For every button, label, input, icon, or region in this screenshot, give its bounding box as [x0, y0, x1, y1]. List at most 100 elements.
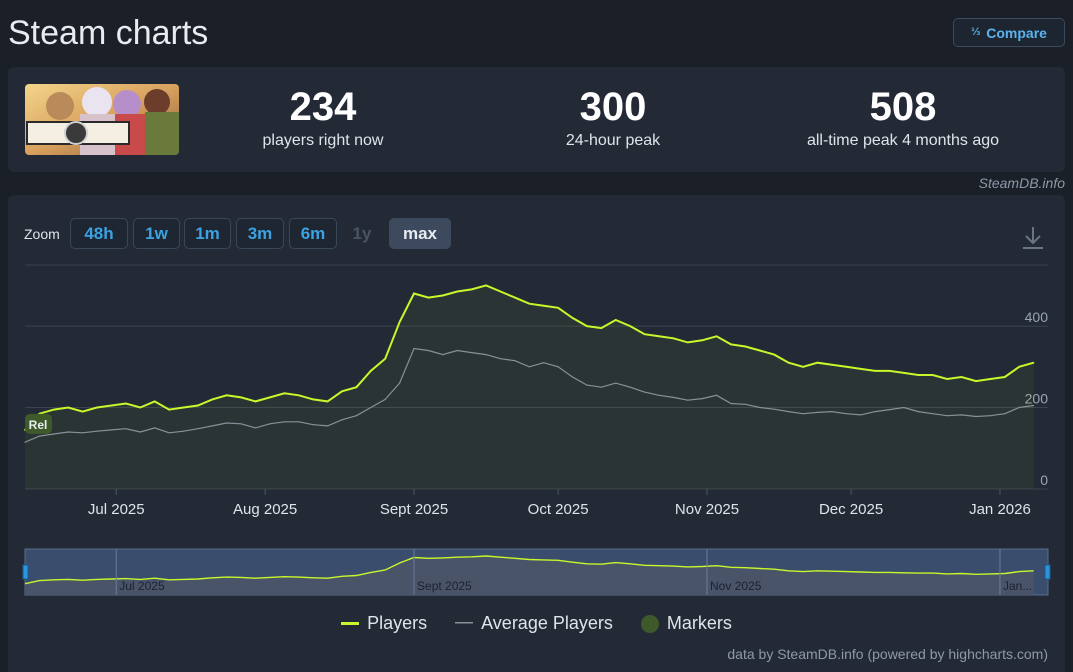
players-point: [903, 372, 905, 374]
players-point: [701, 339, 703, 342]
players-point: [413, 292, 415, 295]
navigator-handle-right: [1044, 564, 1051, 580]
legend-average-players[interactable]: Average Players: [455, 613, 613, 634]
average-point: [211, 425, 213, 427]
average-point: [471, 351, 473, 354]
legend-markers[interactable]: Markers: [640, 613, 732, 634]
average-point: [341, 419, 343, 421]
footer-credit[interactable]: data by SteamDB.info (powered by highcha…: [727, 646, 1048, 662]
average-point: [816, 411, 819, 414]
average-point: [384, 398, 386, 400]
zoom-1w-button[interactable]: 1w: [133, 218, 180, 249]
chart-legend: Players Average Players Markers: [8, 613, 1065, 634]
players-point: [759, 349, 761, 352]
players-point: [81, 410, 84, 413]
average-point: [543, 362, 545, 364]
average-point: [53, 433, 55, 435]
average-point: [1004, 413, 1006, 415]
y-tick-label: 200: [1025, 391, 1049, 407]
average-point: [759, 406, 761, 409]
average-point: [571, 376, 574, 378]
players-point: [96, 406, 98, 409]
average-point: [82, 432, 84, 434]
x-tick-label: Dec 2025: [819, 501, 883, 518]
zoom-1y-button[interactable]: 1y: [352, 223, 372, 243]
players-point: [139, 406, 142, 409]
zoom-max-button[interactable]: max: [389, 218, 451, 249]
average-point: [701, 397, 703, 400]
day-peak-label: 24-hour peak: [565, 132, 661, 149]
players-point: [1032, 361, 1035, 364]
average-point: [888, 408, 891, 411]
players-point: [125, 402, 127, 405]
average-point: [240, 423, 242, 425]
average-point: [110, 429, 113, 431]
x-tick-label: Aug 2025: [233, 501, 297, 518]
zoom-6m-button[interactable]: 6m: [289, 218, 337, 249]
players-point: [312, 398, 314, 401]
players-point: [53, 408, 55, 411]
players-point: [456, 290, 459, 293]
average-point: [442, 354, 444, 356]
players-point: [341, 390, 343, 393]
players-point: [485, 284, 487, 287]
average-point: [615, 382, 617, 384]
zoom-label: Zoom: [24, 226, 60, 242]
average-point: [960, 414, 963, 416]
average-point: [182, 430, 185, 432]
players-point: [730, 343, 732, 346]
game-logo-image[interactable]: [25, 84, 179, 155]
zoom-48h-button[interactable]: 48h: [70, 218, 128, 249]
chart-panel: Zoom 48h 1w 1m 3m 6m 1y max 0 200 400 Jul 2…: [8, 195, 1065, 672]
players-point: [672, 337, 675, 340]
steamdb-credit[interactable]: SteamDB.info: [978, 175, 1065, 191]
navigator-label: Nov 2025: [710, 579, 762, 593]
current-players-value: 234: [289, 85, 357, 129]
download-icon[interactable]: [1021, 225, 1045, 251]
average-point: [586, 384, 588, 386]
players-point: [773, 353, 776, 356]
average-point: [139, 431, 141, 433]
average-point: [989, 415, 991, 417]
player-chart[interactable]: 0 200 400 Jul 2025 Aug 2025 Sept 2025 Oct 2025…: [8, 195, 1065, 605]
players-point: [888, 370, 891, 372]
players-point: [614, 319, 617, 321]
average-point: [672, 396, 674, 398]
players-point: [326, 400, 329, 403]
average-point: [643, 391, 646, 393]
players-point: [211, 398, 214, 401]
all-time-peak-stat: 508 all-time peak 4 months ago: [773, 85, 1033, 150]
x-tick-label: Jan 2026: [969, 501, 1031, 518]
zoom-3m-button[interactable]: 3m: [236, 218, 284, 249]
players-line-icon: [341, 621, 360, 625]
compare-button[interactable]: ⅓ Compare: [953, 18, 1065, 47]
day-peak-stat: 300 24-hour peak: [503, 85, 723, 150]
average-point: [456, 349, 458, 352]
legend-players-label: Players: [367, 613, 428, 633]
players-point: [629, 325, 631, 327]
players-point: [859, 368, 862, 370]
players-point: [917, 374, 920, 376]
players-point: [269, 396, 271, 399]
players-point: [283, 392, 286, 395]
players-point: [297, 394, 300, 397]
fraction-icon: ⅓: [971, 26, 981, 38]
average-point: [773, 408, 775, 410]
average-point: [903, 406, 905, 409]
average-point: [874, 411, 876, 413]
average-point: [197, 428, 199, 430]
average-point: [154, 427, 156, 429]
average-point: [946, 415, 948, 417]
compare-button-label: Compare: [986, 24, 1047, 41]
average-point: [600, 386, 602, 388]
navigator-label: Jul 2025: [119, 579, 165, 593]
legend-players[interactable]: Players: [341, 613, 427, 634]
average-point: [355, 415, 357, 417]
players-point: [398, 321, 401, 323]
marker-dot-icon: [640, 614, 659, 633]
players-point: [384, 357, 387, 360]
average-point: [298, 421, 300, 423]
navigator-handle-left: [22, 564, 29, 580]
zoom-1m-button[interactable]: 1m: [184, 218, 231, 249]
players-point: [182, 406, 185, 409]
